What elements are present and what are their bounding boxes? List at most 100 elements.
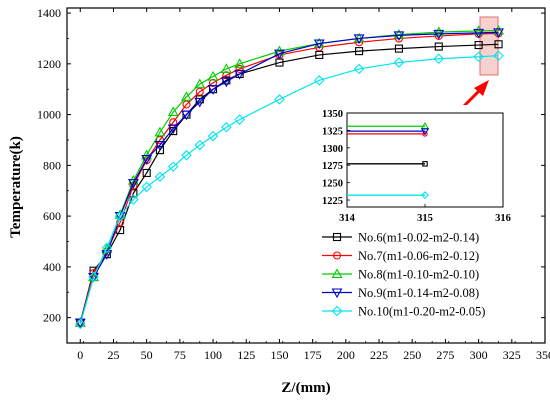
data-point (169, 118, 178, 127)
plot-frame (66, 7, 546, 344)
data-point (101, 250, 113, 260)
data-point (181, 110, 192, 121)
data-point (167, 106, 179, 117)
data-point (141, 181, 152, 193)
data-point (313, 39, 325, 50)
x-tick-label: 200 (337, 348, 355, 362)
data-point (155, 146, 164, 155)
data-point (207, 130, 219, 142)
inset-y-tick-label: 1300 (322, 144, 343, 155)
data-point (194, 139, 206, 151)
data-point (167, 161, 179, 172)
x-tick-label: 350 (536, 348, 550, 362)
data-point (181, 149, 192, 161)
inset-x-tick-label: 316 (495, 213, 511, 224)
data-point (434, 42, 443, 51)
data-point (221, 122, 232, 133)
inset-data-point (422, 161, 428, 167)
x-tick-label: 50 (141, 348, 153, 362)
legend-label: No.8(m1-0.10-m2-0.10) (358, 268, 479, 282)
data-point (234, 58, 246, 68)
y-tick-label: 400 (43, 260, 61, 274)
data-point (433, 26, 445, 37)
series-10 (74, 50, 504, 330)
data-point (194, 97, 206, 108)
data-point (195, 87, 204, 96)
data-point (220, 77, 232, 88)
x-axis-title: Z/(mm) (281, 380, 330, 396)
inset-y-tick-label: 1225 (322, 196, 343, 207)
data-point (154, 126, 166, 137)
y-tick-label: 1200 (37, 57, 61, 71)
x-tick-label: 100 (204, 348, 222, 362)
data-point (74, 318, 86, 330)
zoom-arrow-head (474, 80, 489, 96)
x-tick-label: 225 (370, 348, 388, 362)
data-point (207, 70, 219, 81)
legend-item: No.6(m1-0.02-m2-0.14) (322, 231, 479, 245)
inset-x-tick-label: 315 (417, 213, 433, 224)
legend-label: No.9(m1-0.14-m2-0.08) (358, 286, 479, 300)
inset-data-point (420, 128, 430, 136)
legend-item: No.10(m1-0.20-m2-0.05) (322, 305, 485, 319)
x-tick-label: 300 (470, 348, 488, 362)
legend-marker (331, 268, 343, 279)
data-point (128, 194, 139, 205)
data-point (353, 63, 365, 75)
data-point (473, 51, 484, 63)
data-point (88, 272, 99, 283)
data-point (315, 50, 324, 60)
data-point (235, 64, 244, 73)
data-point (353, 34, 365, 45)
data-point (393, 29, 405, 39)
data-point (169, 127, 178, 136)
data-point (493, 50, 504, 61)
legend-item: No.7(m1-0.06-m2-0.12) (322, 249, 479, 263)
data-point (393, 31, 405, 42)
data-point (127, 179, 139, 189)
series-line (79, 31, 499, 323)
x-tick-label: 325 (503, 348, 521, 362)
data-point (474, 41, 483, 50)
x-tick-label: 250 (403, 348, 421, 362)
inset-y-tick-label: 1325 (322, 126, 343, 137)
series-line (79, 43, 499, 323)
data-point (473, 28, 485, 39)
data-point (181, 91, 192, 101)
x-tick-label: 275 (436, 348, 454, 362)
legend-label: No.10(m1-0.20-m2-0.05) (358, 305, 485, 319)
data-point (234, 114, 245, 125)
y-tick-label: 1400 (37, 6, 61, 20)
legend-marker (332, 232, 342, 242)
data-point (167, 124, 179, 135)
data-point (220, 63, 232, 73)
y-tick-label: 1000 (37, 108, 61, 122)
data-point (313, 75, 325, 86)
x-tick-label: 25 (107, 348, 119, 362)
data-point (182, 100, 191, 109)
inset-y-tick-label: 1275 (322, 161, 343, 172)
y-tick-label: 600 (43, 209, 61, 223)
data-point (473, 25, 485, 35)
x-tick-label: 175 (304, 348, 322, 362)
data-point (209, 78, 218, 87)
y-tick-label: 200 (43, 311, 61, 325)
inset-data-point (421, 191, 429, 200)
data-point (274, 94, 285, 105)
data-point (207, 85, 219, 95)
data-point (142, 168, 151, 178)
data-point (88, 271, 99, 283)
data-point (493, 24, 504, 35)
inset-y-tick-label: 1250 (322, 179, 343, 190)
data-point (101, 242, 113, 254)
legend-marker (331, 288, 343, 299)
x-tick-label: 125 (237, 348, 255, 362)
data-point (393, 57, 405, 68)
x-tick-label: 150 (270, 348, 288, 362)
y-axis-title: Temperature(k) (8, 136, 24, 238)
x-tick-label: 0 (77, 348, 83, 362)
data-point (394, 44, 403, 53)
data-point (493, 28, 504, 38)
legend-label: No.6(m1-0.02-m2-0.14) (358, 231, 479, 245)
